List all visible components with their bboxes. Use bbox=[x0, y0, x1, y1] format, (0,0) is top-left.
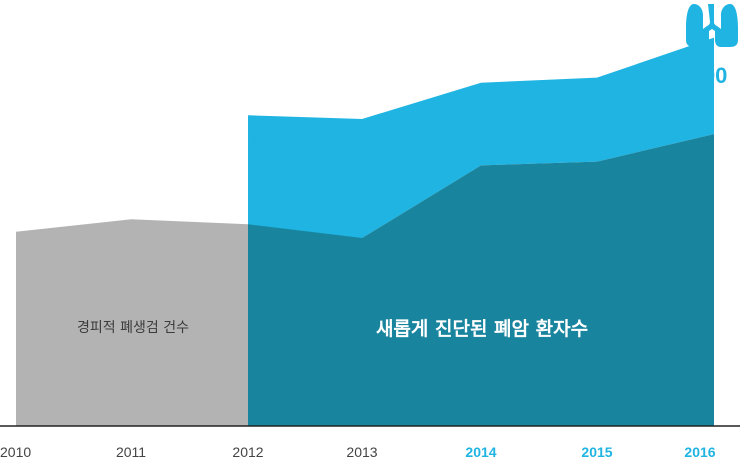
value-label: 490 bbox=[691, 63, 728, 88]
area-layer bbox=[16, 37, 714, 427]
x-tick-label: 2010 bbox=[0, 444, 31, 460]
x-tick-label: 2011 bbox=[116, 444, 146, 460]
area-band-upper bbox=[248, 37, 714, 427]
value-label: 428 bbox=[248, 130, 285, 155]
x-tick-label: 2013 bbox=[346, 444, 377, 460]
area-new-lung-cancer bbox=[248, 134, 714, 427]
series-label-biopsy: 경피적 폐생검 건수 bbox=[77, 320, 189, 336]
x-tick-labels: 2010 2011 2012 2013 2014 2015 2016 bbox=[0, 444, 716, 460]
value-labels: 428 490 bbox=[248, 63, 727, 155]
area-biopsy-count bbox=[16, 219, 248, 426]
x-tick-label: 2012 bbox=[232, 444, 263, 460]
series-label-lung-cancer: 새롭게 진단된 폐암 환자수 bbox=[376, 318, 588, 340]
lungs-icon bbox=[686, 4, 738, 47]
x-tick-label: 2014 bbox=[465, 444, 496, 460]
x-tick-label: 2016 bbox=[684, 444, 715, 460]
x-tick-label: 2015 bbox=[581, 444, 612, 460]
